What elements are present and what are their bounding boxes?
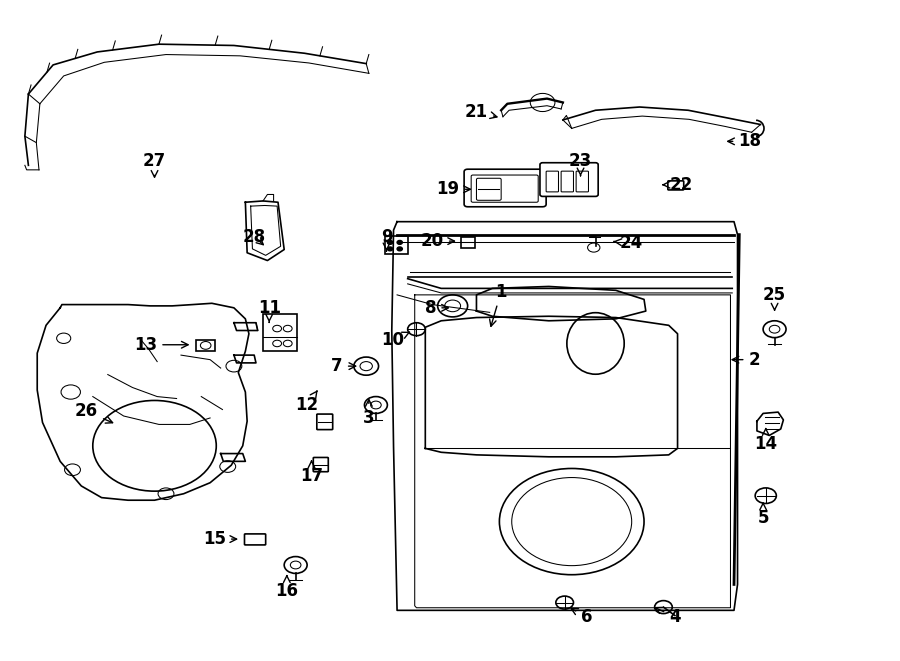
FancyBboxPatch shape <box>313 457 328 472</box>
Text: 3: 3 <box>363 400 374 427</box>
Text: 9: 9 <box>381 227 392 251</box>
Text: 14: 14 <box>754 428 778 453</box>
Circle shape <box>397 247 402 251</box>
Text: 8: 8 <box>425 299 448 317</box>
Text: 25: 25 <box>763 286 786 310</box>
FancyBboxPatch shape <box>317 414 333 430</box>
Text: 6: 6 <box>572 608 592 626</box>
FancyBboxPatch shape <box>576 171 589 192</box>
Circle shape <box>397 241 402 245</box>
Text: 28: 28 <box>243 227 266 246</box>
Text: 17: 17 <box>300 461 323 485</box>
Text: 7: 7 <box>331 357 356 375</box>
Text: 24: 24 <box>614 234 643 252</box>
FancyBboxPatch shape <box>476 178 501 200</box>
Text: 18: 18 <box>728 132 761 150</box>
Text: 26: 26 <box>75 403 112 423</box>
Text: 16: 16 <box>275 576 298 600</box>
Text: 20: 20 <box>421 232 454 250</box>
Text: 15: 15 <box>203 530 237 548</box>
Text: 21: 21 <box>465 102 497 120</box>
FancyBboxPatch shape <box>668 181 684 190</box>
Text: 22: 22 <box>663 176 693 194</box>
Text: 4: 4 <box>655 607 680 626</box>
FancyBboxPatch shape <box>384 236 408 254</box>
FancyBboxPatch shape <box>472 175 538 202</box>
FancyBboxPatch shape <box>561 171 573 192</box>
Text: 2: 2 <box>733 350 760 369</box>
Text: 27: 27 <box>143 152 166 177</box>
FancyBboxPatch shape <box>546 171 559 192</box>
Text: 19: 19 <box>436 180 471 198</box>
Text: 13: 13 <box>134 336 188 354</box>
Circle shape <box>387 241 392 245</box>
FancyBboxPatch shape <box>540 163 598 196</box>
FancyBboxPatch shape <box>263 314 296 351</box>
FancyBboxPatch shape <box>464 169 546 207</box>
Circle shape <box>387 247 392 251</box>
Text: 12: 12 <box>295 391 319 414</box>
Text: 5: 5 <box>758 503 769 527</box>
Text: 1: 1 <box>490 283 507 327</box>
Text: 23: 23 <box>569 152 592 176</box>
FancyBboxPatch shape <box>245 534 266 545</box>
FancyBboxPatch shape <box>196 340 215 351</box>
Text: 11: 11 <box>257 299 281 323</box>
Text: 10: 10 <box>382 331 410 349</box>
FancyBboxPatch shape <box>461 237 474 248</box>
